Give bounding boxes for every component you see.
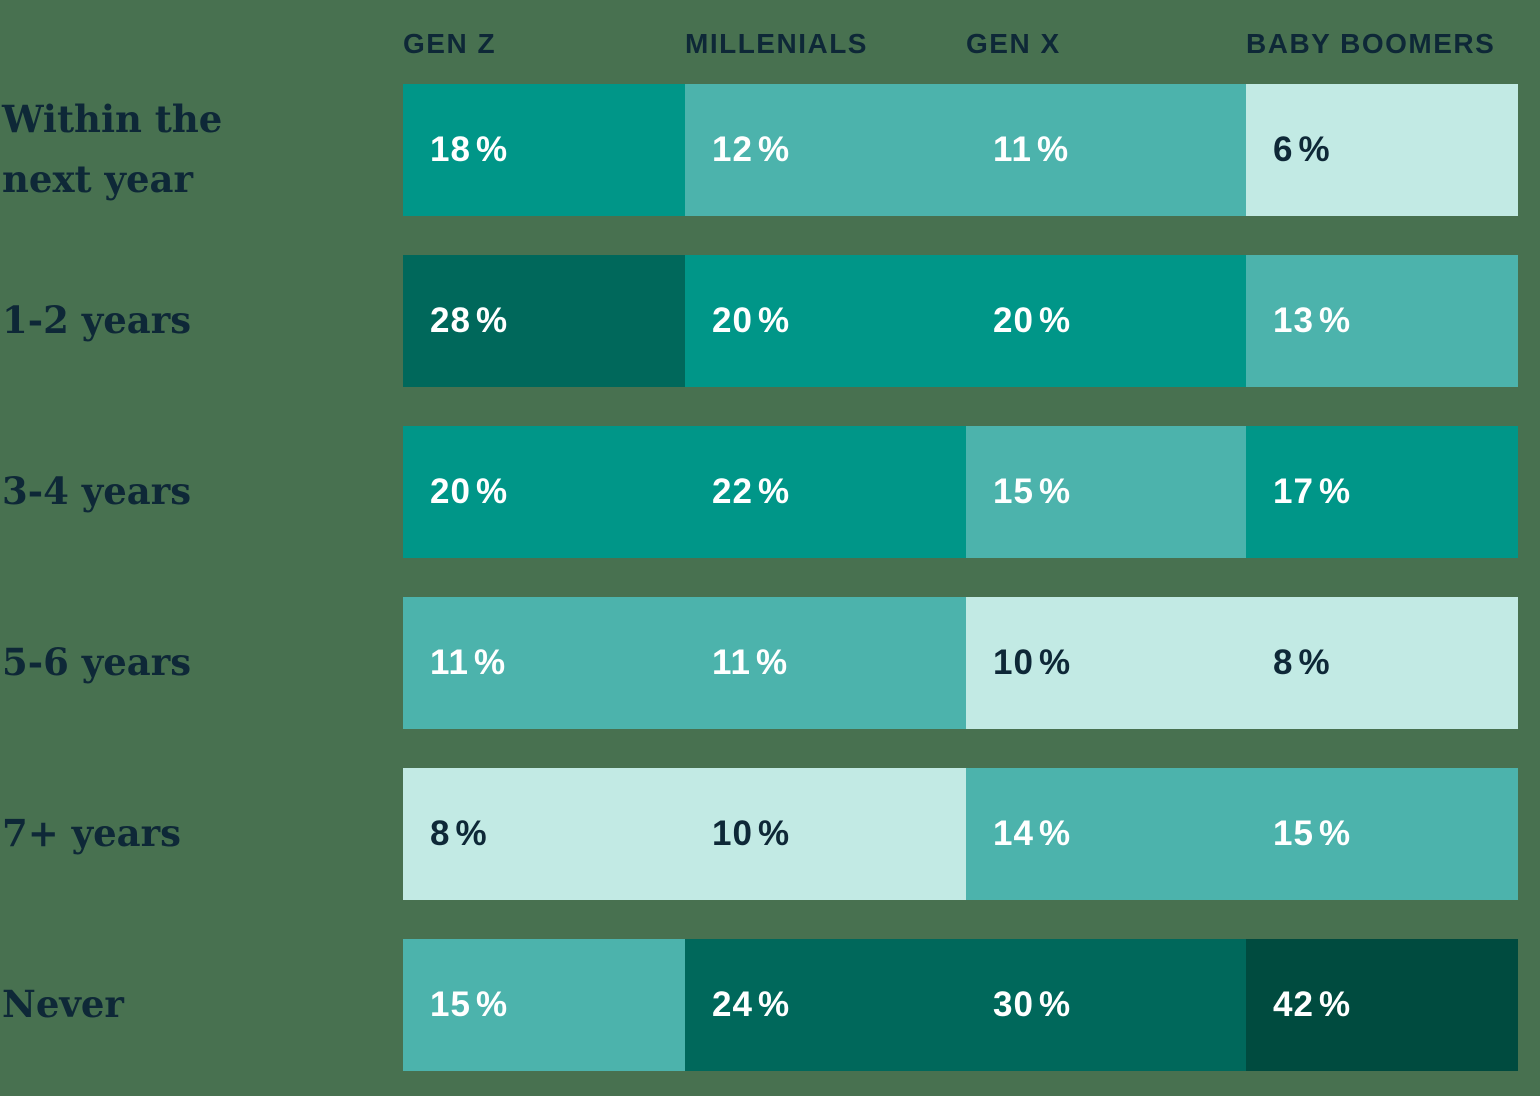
- heatmap-cell: 15%: [966, 426, 1246, 558]
- cell-percent-sign: %: [475, 472, 509, 511]
- cell-value: 20: [430, 472, 471, 511]
- chart-row-never: Never 15% 24% 30% 42%: [0, 939, 1540, 1071]
- heatmap-cell: 20%: [403, 426, 685, 558]
- cell-percent-sign: %: [1038, 814, 1072, 853]
- column-header-millenials: MILLENIALS: [685, 28, 868, 59]
- row-label: 7+ years: [2, 811, 181, 856]
- heatmap-cell: 28%: [403, 255, 685, 387]
- heatmap-cell: 8%: [1246, 597, 1518, 729]
- cell-value: 42: [1273, 985, 1314, 1024]
- cell-percent-sign: %: [1298, 643, 1331, 682]
- heatmap-cell: 20%: [685, 255, 966, 387]
- cell-value: 8: [1273, 643, 1294, 682]
- cell-value: 11: [993, 130, 1032, 169]
- cell-percent-sign: %: [756, 643, 789, 682]
- cell-value: 18: [430, 130, 471, 169]
- cell-value: 8: [430, 814, 451, 853]
- heatmap-cell: 14%: [966, 768, 1246, 900]
- cell-value: 15: [430, 985, 471, 1024]
- heatmap-cell: 11%: [403, 597, 685, 729]
- cell-percent-sign: %: [757, 814, 791, 853]
- cell-percent-sign: %: [757, 301, 791, 340]
- heatmap-cell: 8%: [403, 768, 685, 900]
- heatmap-cell: 22%: [685, 426, 966, 558]
- cell-percent-sign: %: [475, 130, 509, 169]
- column-header-baby-boomers: BABY BOOMERS: [1246, 28, 1496, 59]
- chart-row-within-the-next-year: Within the next year 18% 12% 11% 6%: [0, 84, 1540, 216]
- cell-percent-sign: %: [1318, 301, 1352, 340]
- heatmap-cell: 11%: [966, 84, 1246, 216]
- heatmap-cell: 30%: [966, 939, 1246, 1071]
- cell-percent-sign: %: [757, 130, 791, 169]
- cell-value: 17: [1273, 472, 1314, 511]
- heatmap-cell: 20%: [966, 255, 1246, 387]
- cell-percent-sign: %: [474, 643, 507, 682]
- cell-value: 20: [712, 301, 753, 340]
- cell-value: 11: [430, 643, 469, 682]
- cell-percent-sign: %: [475, 301, 509, 340]
- heatmap-cell: 10%: [966, 597, 1246, 729]
- cell-value: 11: [712, 643, 751, 682]
- chart-row-7-years: 7+ years 8% 10% 14% 15%: [0, 768, 1540, 900]
- heatmap-cell: 24%: [685, 939, 966, 1071]
- row-label: 3-4 years: [2, 469, 192, 514]
- cell-value: 10: [993, 643, 1034, 682]
- heatmap-cell: 6%: [1246, 84, 1518, 216]
- cell-value: 22: [712, 472, 753, 511]
- cell-value: 14: [993, 814, 1034, 853]
- cell-percent-sign: %: [1038, 643, 1072, 682]
- cell-value: 15: [1273, 814, 1314, 853]
- cell-value: 12: [712, 130, 753, 169]
- cell-percent-sign: %: [1318, 472, 1352, 511]
- cell-percent-sign: %: [757, 472, 791, 511]
- cell-value: 20: [993, 301, 1034, 340]
- row-label: 1-2 years: [2, 298, 192, 343]
- cell-value: 24: [712, 985, 753, 1024]
- heatmap-cell: 42%: [1246, 939, 1518, 1071]
- heatmap-cell: 11%: [685, 597, 966, 729]
- row-label: Never: [2, 982, 124, 1027]
- column-header-gen-x: GEN X: [966, 28, 1061, 59]
- chart-row-1-2-years: 1-2 years 28% 20% 20% 13%: [0, 255, 1540, 387]
- cell-value: 28: [430, 301, 471, 340]
- cell-percent-sign: %: [1318, 985, 1352, 1024]
- heatmap-cell: 15%: [1246, 768, 1518, 900]
- cell-value: 15: [993, 472, 1034, 511]
- cell-percent-sign: %: [1038, 985, 1072, 1024]
- cell-value: 10: [712, 814, 753, 853]
- cell-percent-sign: %: [1298, 130, 1331, 169]
- heatmap-cell: 18%: [403, 84, 685, 216]
- heatmap-cell: 10%: [685, 768, 966, 900]
- heatmap-cell: 15%: [403, 939, 685, 1071]
- heatmap-cell: 13%: [1246, 255, 1518, 387]
- chart-row-5-6-years: 5-6 years 11% 11% 10% 8%: [0, 597, 1540, 729]
- row-label: Within the next year: [2, 97, 223, 201]
- cell-value: 30: [993, 985, 1034, 1024]
- column-header-gen-z: GEN Z: [403, 28, 497, 59]
- cell-percent-sign: %: [1318, 814, 1352, 853]
- cell-value: 6: [1273, 130, 1294, 169]
- cell-percent-sign: %: [1038, 301, 1072, 340]
- heatmap-cell: 12%: [685, 84, 966, 216]
- cell-percent-sign: %: [455, 814, 488, 853]
- heatmap-cell: 17%: [1246, 426, 1518, 558]
- cell-value: 13: [1273, 301, 1314, 340]
- cell-percent-sign: %: [1038, 472, 1072, 511]
- cell-percent-sign: %: [475, 985, 509, 1024]
- chart-row-3-4-years: 3-4 years 20% 22% 15% 17%: [0, 426, 1540, 558]
- cell-percent-sign: %: [757, 985, 791, 1024]
- row-label: 5-6 years: [2, 640, 192, 685]
- cell-percent-sign: %: [1037, 130, 1070, 169]
